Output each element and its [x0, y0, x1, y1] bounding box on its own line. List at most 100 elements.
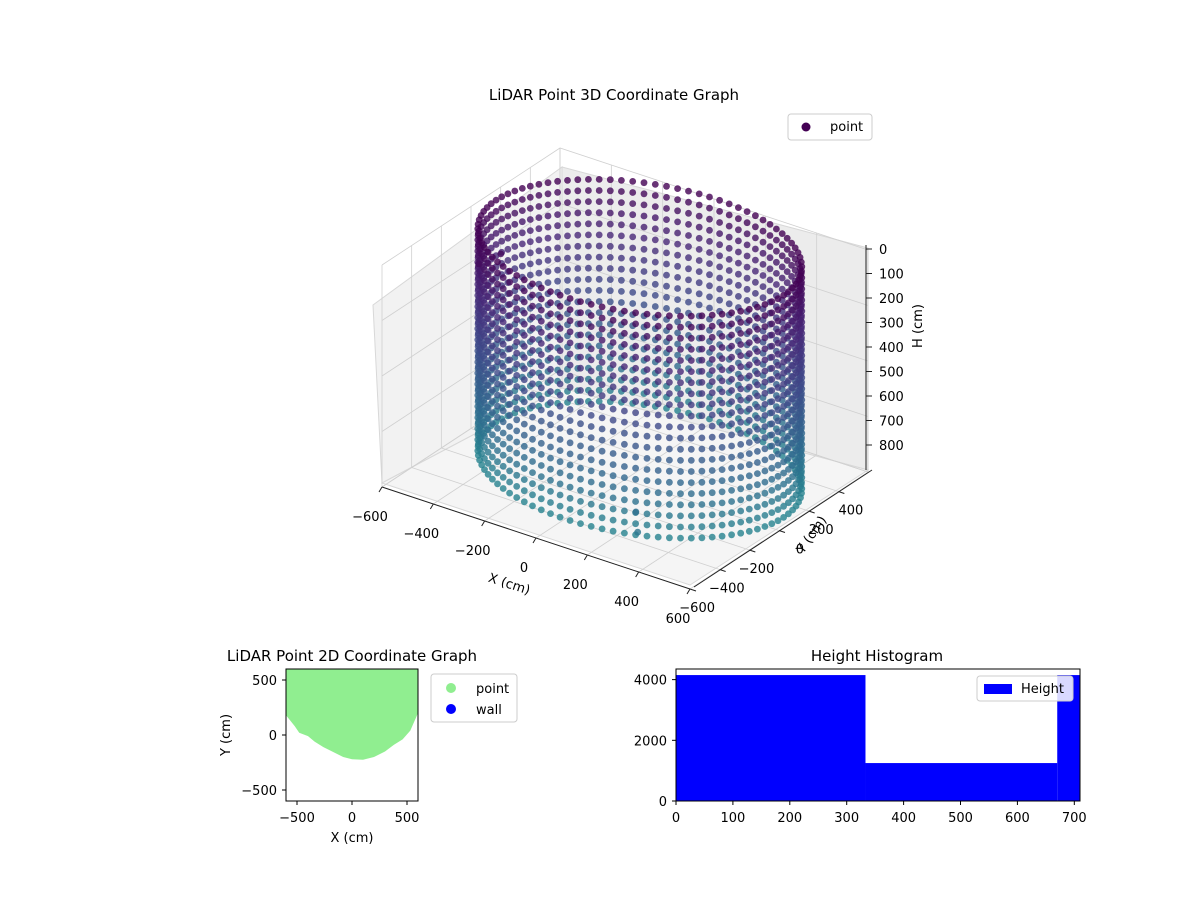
point-3d: [498, 193, 506, 201]
point-3d: [606, 198, 614, 206]
point-3d: [774, 506, 782, 513]
plot-2d-title: LiDAR Point 2D Coordinate Graph: [227, 647, 477, 665]
point-3d: [728, 520, 735, 528]
point-3d: [687, 368, 695, 375]
point-3d: [577, 509, 584, 516]
point-3d: [651, 203, 659, 211]
point-3d: [754, 359, 761, 366]
point-3d: [537, 506, 545, 514]
point-3d: [780, 480, 787, 488]
point-3d: [556, 314, 564, 321]
point-3d: [685, 298, 692, 306]
point-3d: [499, 440, 507, 448]
point-3d: [632, 442, 639, 450]
point-3d: [547, 343, 554, 351]
point-3d: [547, 299, 554, 307]
point-3d: [598, 359, 606, 366]
point-3d: [768, 353, 776, 361]
point-3d: [577, 309, 584, 317]
point-3d: [780, 358, 787, 366]
point-3d: [718, 499, 726, 507]
point-3d: [651, 236, 659, 244]
point-3d: [489, 298, 496, 305]
point-3d: [566, 395, 574, 402]
point-3d: [708, 389, 716, 397]
point-3d: [761, 334, 769, 342]
point-3d: [785, 399, 792, 407]
point-3d: [698, 512, 706, 519]
point-3d: [609, 394, 617, 402]
point-3d: [754, 325, 761, 333]
point-3d: [643, 421, 651, 429]
point-3d: [728, 464, 735, 472]
point-3d: [494, 269, 501, 277]
point-3d: [674, 340, 681, 348]
point-3d: [577, 420, 584, 428]
y-tick-label-2d: 0: [269, 729, 277, 744]
point-3d: [587, 345, 595, 353]
point-3d: [535, 247, 543, 255]
point-3d: [745, 439, 753, 446]
point-3d: [716, 208, 723, 215]
point-3d: [780, 325, 787, 333]
point-3d: [718, 399, 726, 407]
point-3d: [768, 487, 776, 494]
point-3d: [598, 503, 606, 511]
point-3d: [666, 423, 673, 431]
x-tick-label-hist: 100: [720, 811, 745, 826]
x-tick-label: 0: [520, 561, 528, 576]
point-3d: [492, 230, 500, 237]
point-3d: [489, 309, 496, 317]
point-3d: [492, 241, 500, 248]
point-3d: [574, 176, 582, 184]
point-3d: [774, 517, 782, 525]
point-3d: [598, 525, 606, 533]
point-3d: [499, 474, 507, 481]
point-3d: [506, 412, 513, 419]
point-3d: [629, 255, 637, 263]
point-3d: [718, 444, 726, 451]
point-3d: [529, 358, 536, 365]
point-3d: [788, 250, 795, 258]
point-3d: [708, 444, 716, 452]
point-3d: [754, 481, 761, 489]
point-3d: [666, 334, 673, 342]
point-3d: [513, 427, 521, 435]
point-3d: [484, 337, 492, 345]
point-3d: [666, 401, 673, 408]
point-3d: [520, 431, 528, 439]
point-3d: [768, 309, 776, 317]
point-3d: [564, 276, 571, 284]
point-3d: [554, 211, 561, 219]
point-3d: [544, 179, 552, 187]
x-tick-label-hist: 400: [891, 811, 916, 826]
y-tick: [808, 510, 815, 514]
point-3d: [587, 445, 595, 453]
point-3d: [698, 467, 706, 475]
point-3d: [504, 190, 512, 198]
point-3d: [518, 196, 526, 203]
point-3d: [632, 353, 639, 361]
point-3d: [745, 339, 753, 346]
point-3d: [526, 193, 534, 201]
point-3d: [785, 310, 792, 318]
point-3d: [725, 289, 733, 297]
point-3d: [564, 232, 571, 240]
point-3d: [687, 490, 695, 498]
point-3d: [498, 237, 506, 245]
point-3d: [780, 347, 787, 355]
x-tick-label: −400: [403, 527, 439, 542]
point-3d: [506, 301, 513, 308]
point-3d: [735, 259, 742, 267]
point-3d: [606, 220, 614, 228]
point-3d: [475, 260, 482, 268]
point-3d: [609, 350, 617, 357]
point-3d: [674, 229, 681, 237]
point-3d: [785, 466, 792, 473]
point-3d: [768, 464, 776, 472]
point-3d: [498, 215, 506, 223]
point-3d: [640, 268, 648, 275]
point-3d: [785, 499, 792, 507]
point-3d: [577, 442, 584, 450]
point-3d: [544, 190, 552, 198]
